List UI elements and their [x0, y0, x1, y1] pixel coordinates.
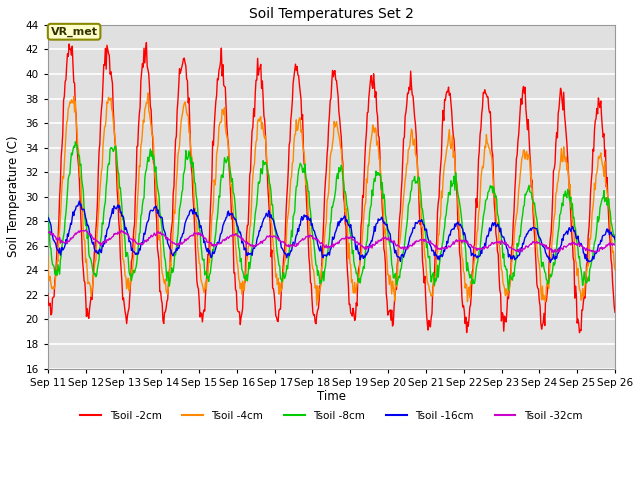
- Tsoil -8cm: [201, 272, 209, 278]
- Tsoil -32cm: [113, 231, 120, 237]
- Tsoil -2cm: [44, 291, 52, 297]
- Tsoil -16cm: [54, 247, 62, 253]
- Tsoil -4cm: [171, 211, 179, 216]
- Tsoil -8cm: [54, 262, 62, 268]
- Tsoil -16cm: [611, 236, 619, 242]
- Line: Tsoil -32cm: Tsoil -32cm: [48, 230, 615, 253]
- Tsoil -16cm: [113, 204, 121, 210]
- Tsoil -4cm: [402, 172, 410, 178]
- X-axis label: Time: Time: [317, 390, 346, 403]
- Line: Tsoil -8cm: Tsoil -8cm: [48, 142, 615, 290]
- Text: VR_met: VR_met: [51, 26, 98, 37]
- Tsoil -4cm: [419, 224, 426, 230]
- Tsoil -8cm: [401, 235, 409, 241]
- Tsoil -8cm: [44, 212, 52, 218]
- Line: Tsoil -16cm: Tsoil -16cm: [48, 201, 615, 263]
- Tsoil -4cm: [144, 90, 152, 96]
- Tsoil -8cm: [418, 205, 426, 211]
- Tsoil -32cm: [54, 237, 62, 242]
- Tsoil -16cm: [401, 250, 409, 255]
- Line: Tsoil -2cm: Tsoil -2cm: [48, 43, 615, 333]
- Tsoil -4cm: [201, 286, 209, 291]
- Tsoil -32cm: [550, 250, 557, 256]
- Tsoil -4cm: [313, 302, 321, 308]
- Line: Tsoil -4cm: Tsoil -4cm: [48, 93, 615, 305]
- Tsoil -32cm: [418, 237, 426, 243]
- Tsoil -2cm: [201, 308, 209, 314]
- Tsoil -32cm: [401, 245, 409, 251]
- Tsoil -2cm: [171, 156, 179, 161]
- Tsoil -4cm: [611, 267, 619, 273]
- Tsoil -2cm: [54, 237, 62, 242]
- Tsoil -2cm: [575, 330, 583, 336]
- Tsoil -8cm: [171, 251, 179, 256]
- Tsoil -16cm: [547, 260, 554, 265]
- Tsoil -4cm: [54, 258, 62, 264]
- Tsoil -4cm: [44, 253, 52, 259]
- Tsoil -8cm: [113, 161, 121, 167]
- Tsoil -2cm: [401, 113, 409, 119]
- Tsoil -16cm: [76, 198, 83, 204]
- Tsoil -32cm: [201, 236, 209, 241]
- Tsoil -16cm: [44, 215, 52, 220]
- Legend: Tsoil -2cm, Tsoil -4cm, Tsoil -8cm, Tsoil -16cm, Tsoil -32cm: Tsoil -2cm, Tsoil -4cm, Tsoil -8cm, Tsoi…: [76, 407, 586, 425]
- Tsoil -2cm: [143, 40, 150, 46]
- Tsoil -4cm: [113, 157, 120, 163]
- Tsoil -32cm: [171, 241, 179, 247]
- Tsoil -32cm: [611, 242, 619, 248]
- Tsoil -16cm: [171, 249, 179, 255]
- Tsoil -8cm: [611, 240, 619, 246]
- Y-axis label: Soil Temperature (C): Soil Temperature (C): [7, 136, 20, 257]
- Tsoil -8cm: [72, 139, 79, 144]
- Tsoil -2cm: [611, 310, 619, 315]
- Tsoil -32cm: [44, 229, 52, 235]
- Tsoil -2cm: [113, 166, 120, 171]
- Title: Soil Temperatures Set 2: Soil Temperatures Set 2: [249, 7, 414, 21]
- Tsoil -2cm: [418, 232, 426, 238]
- Tsoil -16cm: [418, 216, 426, 222]
- Tsoil -8cm: [505, 288, 513, 293]
- Tsoil -32cm: [117, 227, 125, 233]
- Tsoil -16cm: [201, 239, 209, 244]
